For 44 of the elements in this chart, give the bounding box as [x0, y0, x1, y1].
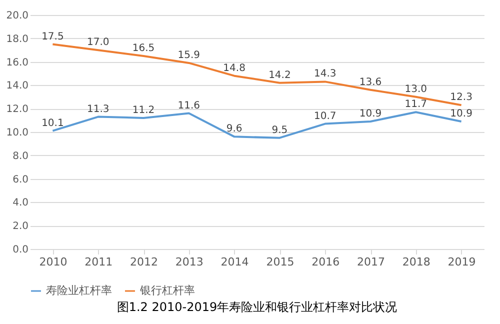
data-label: 12.3	[450, 92, 472, 104]
x-tick-label: 2010	[39, 256, 68, 268]
x-tick-label: 2015	[266, 256, 294, 268]
y-tick-label: 0.0	[12, 244, 28, 256]
y-tick-label: 20.0	[6, 10, 28, 22]
data-label: 9.6	[226, 124, 242, 135]
data-label: 14.3	[314, 68, 336, 80]
data-label: 13.6	[359, 76, 382, 88]
x-tick-label: 2016	[312, 256, 340, 268]
x-tick-label: 2013	[175, 256, 204, 268]
data-label: 13.0	[404, 84, 428, 95]
y-tick-label: 8.0	[12, 150, 28, 162]
data-label: 11.2	[132, 104, 155, 116]
y-tick-label: 4.0	[12, 198, 28, 209]
data-label: 14.2	[268, 70, 291, 81]
text: 图1.2 2010-2019年寿险业和银行业杠杆率对比状况	[116, 300, 398, 314]
y-tick-label: 2.0	[12, 221, 28, 232]
y-tick-label: 10.0	[6, 128, 28, 138]
data-label: 11.3	[86, 104, 110, 115]
data-label: 10.1	[42, 118, 64, 129]
data-label: 9.5	[272, 124, 288, 136]
x-tick-label: 2017	[357, 256, 385, 268]
data-label: 11.6	[178, 100, 200, 112]
y-tick-label: 14.0	[6, 80, 28, 92]
legend-label: 银行杠杆率	[139, 284, 195, 297]
x-tick-label: 2014	[220, 256, 249, 268]
x-tick-label: 2012	[130, 256, 158, 268]
data-label: 16.5	[132, 42, 155, 54]
data-label: 10.9	[450, 108, 472, 120]
y-tick-label: 6.0	[12, 174, 28, 186]
data-label: 14.8	[223, 62, 246, 74]
x-tick-label: 2018	[402, 256, 430, 268]
x-tick-label: 2011	[84, 256, 113, 268]
data-label: 11.7	[404, 99, 428, 110]
x-tick-label: 2019	[448, 256, 476, 268]
legend-label: 寿险业杠杆率	[46, 284, 112, 297]
y-tick-label: 12.0	[6, 104, 28, 116]
y-tick-label: 16.0	[6, 57, 28, 68]
data-label: 10.7	[314, 110, 336, 122]
data-label: 10.9	[359, 108, 382, 120]
y-tick-label: 18.0	[6, 34, 28, 45]
data-label: 17.0	[86, 37, 110, 48]
data-label: 17.5	[42, 31, 64, 42]
data-label: 15.9	[178, 50, 200, 61]
